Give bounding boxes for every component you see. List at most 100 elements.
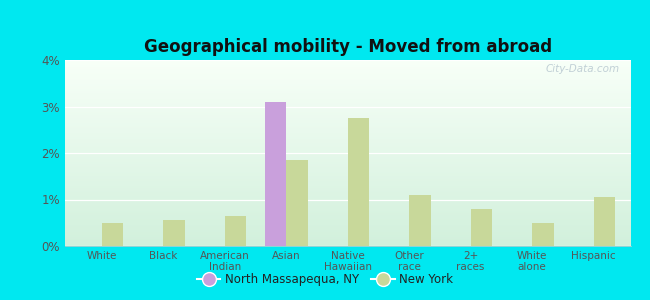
Bar — [65, 114, 630, 115]
Bar — [65, 145, 630, 146]
Bar — [65, 141, 630, 142]
Bar — [65, 171, 630, 172]
Bar — [65, 229, 630, 230]
Bar — [65, 220, 630, 221]
Bar — [65, 76, 630, 77]
Legend: North Massapequa, NY, New York: North Massapequa, NY, New York — [192, 269, 458, 291]
Bar — [65, 133, 630, 134]
Bar — [65, 105, 630, 106]
Bar — [65, 237, 630, 238]
Bar — [65, 64, 630, 66]
Bar — [65, 143, 630, 144]
Bar — [65, 191, 630, 192]
Bar — [65, 227, 630, 228]
Bar — [65, 118, 630, 119]
Bar — [65, 201, 630, 202]
Bar — [65, 166, 630, 167]
Bar — [65, 126, 630, 127]
Bar — [65, 179, 630, 180]
Bar — [65, 190, 630, 191]
Bar — [65, 224, 630, 225]
Bar — [65, 125, 630, 126]
Bar — [65, 199, 630, 200]
Bar — [65, 175, 630, 176]
Bar — [65, 174, 630, 175]
Bar — [65, 217, 630, 218]
Bar — [163, 220, 185, 246]
Bar — [65, 92, 630, 94]
Bar — [65, 132, 630, 133]
Bar — [65, 230, 630, 231]
Bar — [65, 239, 630, 240]
Bar — [65, 185, 630, 187]
Bar — [65, 91, 630, 92]
Bar — [65, 82, 630, 83]
Bar — [65, 111, 630, 112]
Bar — [65, 140, 630, 141]
Bar — [65, 80, 630, 81]
Bar — [65, 169, 630, 170]
Bar — [65, 134, 630, 135]
Bar — [65, 129, 630, 130]
Bar — [65, 180, 630, 181]
Bar — [65, 188, 630, 189]
Bar — [65, 127, 630, 128]
Bar — [65, 198, 630, 199]
Bar — [65, 102, 630, 103]
Bar — [65, 95, 630, 96]
Bar — [265, 102, 286, 246]
Bar — [65, 63, 630, 64]
Bar — [65, 100, 630, 101]
Bar — [65, 173, 630, 174]
Bar — [65, 245, 630, 246]
Bar — [65, 244, 630, 245]
Bar — [65, 197, 630, 198]
Bar — [65, 159, 630, 160]
Bar — [532, 223, 554, 246]
Bar — [65, 61, 630, 62]
Bar — [65, 242, 630, 243]
Bar — [65, 142, 630, 143]
Bar — [65, 170, 630, 171]
Bar — [65, 211, 630, 212]
Bar — [65, 184, 630, 185]
Bar — [65, 139, 630, 140]
Bar — [65, 209, 630, 210]
Bar — [65, 117, 630, 118]
Bar — [65, 177, 630, 178]
Bar — [65, 187, 630, 188]
Bar — [65, 147, 630, 148]
Bar — [65, 130, 630, 131]
Bar — [65, 138, 630, 139]
Bar — [65, 109, 630, 110]
Bar — [410, 195, 431, 246]
Bar — [65, 73, 630, 74]
Bar — [65, 160, 630, 161]
Bar — [65, 96, 630, 97]
Bar — [65, 222, 630, 223]
Bar — [65, 208, 630, 209]
Bar — [65, 195, 630, 196]
Bar — [65, 168, 630, 169]
Bar — [65, 162, 630, 163]
Bar — [65, 218, 630, 219]
Bar — [65, 243, 630, 244]
Bar — [65, 161, 630, 162]
Bar — [65, 231, 630, 232]
Text: City-Data.com: City-Data.com — [545, 64, 619, 74]
Bar — [65, 160, 630, 161]
Bar — [65, 167, 630, 168]
Bar — [65, 123, 630, 124]
Bar — [65, 189, 630, 190]
Bar — [65, 60, 630, 61]
Bar — [65, 235, 630, 236]
Bar — [348, 118, 369, 246]
Bar — [65, 238, 630, 239]
Bar — [65, 62, 630, 63]
Bar — [65, 221, 630, 222]
Bar — [65, 152, 630, 153]
Bar — [65, 104, 630, 105]
Bar — [65, 128, 630, 129]
Bar — [65, 97, 630, 98]
Bar — [65, 149, 630, 150]
